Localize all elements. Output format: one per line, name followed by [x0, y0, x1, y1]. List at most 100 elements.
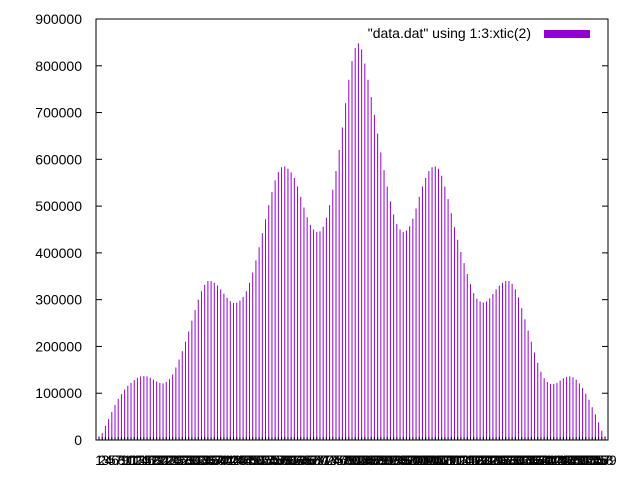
x-tick-label: 158 [590, 452, 614, 468]
x-tick-label: 49 [245, 452, 261, 468]
x-tick-label: 29 [181, 452, 197, 468]
x-tick-label: 74 [325, 452, 341, 468]
x-tick-label: 100 [404, 452, 428, 468]
x-tick-label: 6 [111, 452, 119, 468]
x-tick-label: 126 [488, 452, 512, 468]
x-tick-label: 93 [386, 452, 402, 468]
x-tick-label: 78 [338, 452, 354, 468]
y-tick-label: 0 [74, 432, 82, 448]
y-tick-label: 300000 [35, 292, 82, 308]
x-tick-label: 37 [207, 452, 223, 468]
x-tick-label: 14 [133, 452, 149, 468]
x-tick-label: 9 [121, 452, 129, 468]
x-tick-label: 75 [328, 452, 344, 468]
x-tick-label: 84 [357, 452, 373, 468]
x-tick-label: 120 [468, 452, 492, 468]
x-tick-label: 113 [447, 452, 470, 468]
x-tick-label: 140 [532, 452, 556, 468]
x-tick-label: 103 [414, 452, 438, 468]
x-tick-label: 122 [475, 452, 499, 468]
x-tick-label: 65 [296, 452, 312, 468]
x-tick-label: 139 [529, 452, 553, 468]
x-tick-label: 133 [510, 452, 534, 468]
x-tick-label: 17 [142, 452, 158, 468]
x-tick-label: 115 [453, 452, 476, 468]
x-tick-label: 129 [497, 452, 521, 468]
x-tick-label: 116 [456, 452, 479, 468]
x-tick-label: 154 [577, 452, 601, 468]
x-tick-label: 50 [248, 452, 264, 468]
y-axis: 0 100000 200000 300000 400000 500000 600000 700… [35, 11, 608, 448]
x-tick-label: 33 [194, 452, 210, 468]
x-tick-label: 138 [526, 452, 550, 468]
x-tick-label: 112 [443, 452, 466, 468]
x-tick-label: 11 [124, 452, 139, 468]
x-tick-label: 44 [229, 452, 245, 468]
x-tick-label: 21 [155, 452, 171, 468]
x-tick-label: 128 [494, 452, 518, 468]
x-tick-label: 88 [370, 452, 386, 468]
x-tick-label: 106 [424, 452, 448, 468]
x-tick-label: 149 [561, 452, 585, 468]
x-tick-label: 8 [118, 452, 126, 468]
x-tick-label: 77 [335, 452, 351, 468]
x-tick-label: 30 [184, 452, 200, 468]
x-axis-tick-labels: 1234567891011121314151617181920212223242… [95, 452, 617, 468]
x-tick-label: 73 [322, 452, 338, 468]
x-tick-label: 153 [574, 452, 598, 468]
x-tick-label: 7 [114, 452, 122, 468]
x-tick-label: 53 [258, 452, 274, 468]
x-tick-label: 94 [389, 452, 405, 468]
x-tick-label: 61 [283, 452, 299, 468]
x-tick-label: 124 [481, 452, 505, 468]
x-tick-label: 102 [411, 452, 435, 468]
x-tick-label: 68 [306, 452, 322, 468]
x-tick-label: 144 [545, 452, 569, 468]
x-tick-label: 3 [102, 452, 110, 468]
x-tick-label: 98 [402, 452, 418, 468]
x-tick-label: 114 [450, 452, 473, 468]
x-tick-label: 83 [354, 452, 370, 468]
x-tick-label: 109 [433, 452, 457, 468]
x-tick-label: 119 [466, 452, 489, 468]
x-tick-label: 10 [120, 452, 136, 468]
x-tick-label: 4 [105, 452, 113, 468]
x-tick-label: 2 [98, 452, 106, 468]
x-tick-label: 135 [516, 452, 540, 468]
x-tick-label: 136 [520, 452, 544, 468]
y-tick-label: 200000 [35, 338, 82, 354]
x-tick-label: 34 [197, 452, 213, 468]
x-tick-label: 85 [360, 452, 376, 468]
x-tick-label: 18 [146, 452, 162, 468]
x-tick-label: 27 [174, 452, 190, 468]
x-tick-label: 132 [507, 452, 531, 468]
x-tick-label: 58 [274, 452, 290, 468]
legend: "data.dat" using 1:3:xtic(2) [368, 25, 590, 41]
x-tick-label: 16 [139, 452, 155, 468]
legend-label: "data.dat" using 1:3:xtic(2) [368, 25, 531, 41]
x-tick-label: 42 [223, 452, 239, 468]
x-tick-label: 148 [558, 452, 582, 468]
x-tick-label: 69 [309, 452, 325, 468]
x-tick-label: 97 [399, 452, 415, 468]
x-tick-label: 24 [165, 452, 181, 468]
x-tick-label: 62 [287, 452, 303, 468]
x-tick-label: 151 [568, 452, 592, 468]
x-tick-label: 66 [299, 452, 315, 468]
y-tick-label: 400000 [35, 245, 82, 261]
x-tick-label: 134 [513, 452, 537, 468]
x-tick-label: 51 [251, 452, 267, 468]
x-tick-label: 43 [226, 452, 242, 468]
x-tick-label: 57 [271, 452, 287, 468]
x-tick-label: 130 [500, 452, 524, 468]
x-tick-label: 45 [232, 452, 248, 468]
x-tick-label: 60 [280, 452, 296, 468]
x-tick-label: 39 [213, 452, 229, 468]
y-tick-label: 600000 [35, 151, 82, 167]
x-tick-label: 110 [437, 452, 460, 468]
x-tick-label: 28 [178, 452, 194, 468]
x-tick-label: 56 [267, 452, 283, 468]
x-tick-label: 26 [171, 452, 187, 468]
x-tick-label: 117 [459, 452, 482, 468]
